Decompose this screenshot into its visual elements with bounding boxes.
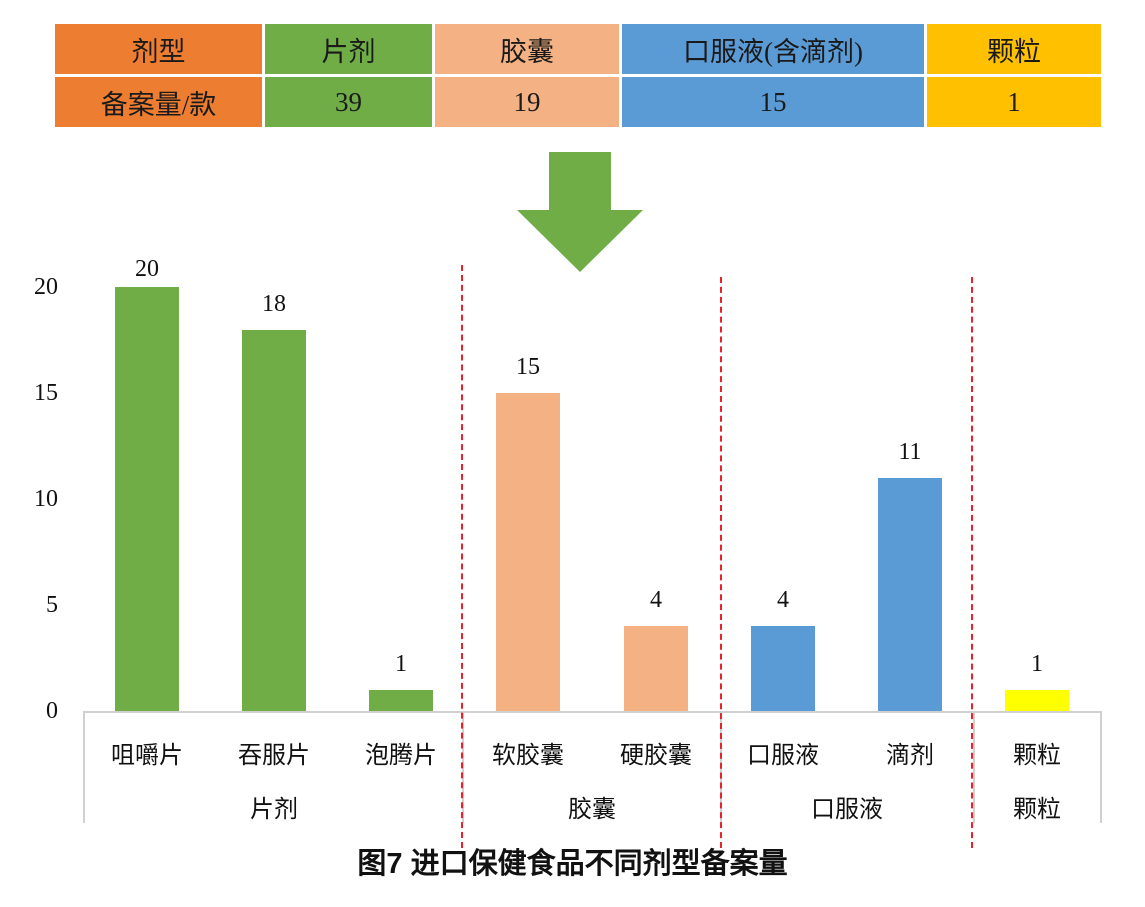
x-group-label: 胶囊 bbox=[568, 797, 616, 823]
bar-effervescent-tablet bbox=[369, 690, 433, 711]
y-tick-label: 20 bbox=[34, 274, 58, 300]
table-header-cell: 剂型 bbox=[55, 24, 262, 74]
group-separator-line bbox=[971, 277, 973, 848]
x-axis-group-divider bbox=[1100, 711, 1102, 823]
x-category-label: 颗粒 bbox=[1013, 743, 1061, 769]
data-label: 4 bbox=[777, 587, 789, 613]
bar-hard-capsule bbox=[624, 626, 688, 711]
table-header-cell: 胶囊 bbox=[435, 24, 619, 74]
x-group-label: 片剂 bbox=[250, 797, 298, 823]
x-axis-group-divider bbox=[973, 711, 975, 823]
down-arrow-icon bbox=[517, 152, 643, 272]
table-value-cell: 15 bbox=[622, 77, 924, 127]
x-category-label: 口服液 bbox=[747, 743, 819, 769]
dosage-summary-table: 剂型 片剂 胶囊 口服液(含滴剂) 颗粒 备案量/款 39 19 15 1 bbox=[55, 24, 1101, 127]
x-category-label: 泡腾片 bbox=[365, 743, 437, 769]
data-label: 18 bbox=[262, 291, 286, 317]
x-category-label: 咀嚼片 bbox=[111, 743, 183, 769]
x-group-label: 颗粒 bbox=[1013, 797, 1061, 823]
figure-caption: 图7 进口保健食品不同剂型备案量 bbox=[357, 848, 788, 880]
data-label: 4 bbox=[650, 587, 662, 613]
x-axis-line bbox=[83, 711, 1101, 713]
data-label: 20 bbox=[135, 256, 159, 282]
bar-swallow-tablet bbox=[242, 330, 306, 711]
x-axis-group-divider bbox=[83, 711, 85, 823]
table-header-cell: 颗粒 bbox=[927, 24, 1101, 74]
y-tick-label: 10 bbox=[34, 486, 58, 512]
bar-granules bbox=[1005, 690, 1069, 711]
bar-oral-liquid bbox=[751, 626, 815, 711]
table-header-cell: 口服液(含滴剂) bbox=[622, 24, 924, 74]
group-separator-line bbox=[461, 265, 463, 848]
x-category-label: 软胶囊 bbox=[492, 743, 564, 769]
table-header-cell: 片剂 bbox=[265, 24, 432, 74]
table-value-cell: 1 bbox=[927, 77, 1101, 127]
data-label: 11 bbox=[898, 439, 922, 465]
group-separator-line bbox=[720, 277, 722, 848]
table-value-cell: 备案量/款 bbox=[55, 77, 262, 127]
bar-soft-capsule bbox=[496, 393, 560, 711]
y-tick-label: 0 bbox=[46, 698, 58, 724]
x-category-label: 硬胶囊 bbox=[620, 743, 692, 769]
x-group-label: 口服液 bbox=[811, 797, 883, 823]
data-label: 1 bbox=[395, 651, 407, 677]
table-value-cell: 19 bbox=[435, 77, 619, 127]
x-category-label: 吞服片 bbox=[238, 743, 310, 769]
x-axis-group-divider bbox=[462, 711, 464, 823]
x-category-label: 滴剂 bbox=[886, 743, 934, 769]
bar-chewable-tablet bbox=[115, 287, 179, 711]
y-tick-label: 5 bbox=[46, 592, 58, 618]
bar-drops bbox=[878, 478, 942, 711]
y-tick-label: 15 bbox=[34, 380, 58, 406]
table-value-cell: 39 bbox=[265, 77, 432, 127]
data-label: 1 bbox=[1031, 651, 1043, 677]
data-label: 15 bbox=[516, 354, 540, 380]
